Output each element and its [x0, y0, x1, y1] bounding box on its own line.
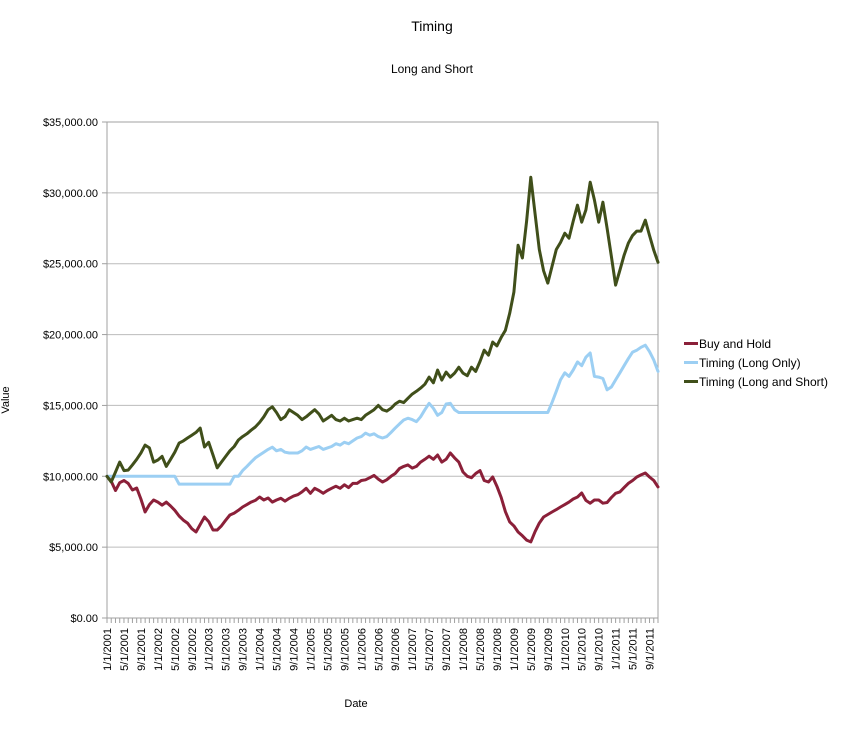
- x-tick-label: 5/1/2005: [322, 628, 334, 671]
- series-line-buy-and-hold: [105, 451, 660, 544]
- x-tick-label: 5/1/2010: [577, 628, 589, 671]
- x-tick-label: 5/1/2009: [526, 628, 538, 671]
- series-line-timing-long-only: [105, 343, 660, 486]
- legend-item-timing-long-only: Timing (Long Only): [684, 353, 828, 372]
- y-tick-label: $15,000.00: [43, 400, 98, 412]
- x-tick-label: 1/1/2011: [611, 628, 623, 670]
- y-tick-label: $20,000.00: [43, 330, 98, 342]
- x-tick-label: 1/1/2004: [255, 628, 267, 671]
- y-tick-label: $30,000.00: [43, 188, 98, 200]
- y-axis-title: Value: [0, 386, 12, 414]
- x-tick-label: 9/1/2004: [288, 628, 300, 671]
- y-tick-label: $25,000.00: [43, 259, 98, 271]
- plot-frame: [106, 121, 659, 619]
- x-tick-label: 1/1/2005: [305, 628, 317, 671]
- x-tick-label: 9/1/2007: [441, 628, 453, 671]
- y-tick-label: $0.00: [70, 613, 98, 625]
- x-tick-label: 5/1/2008: [475, 628, 487, 671]
- x-tick-label: 9/1/2011: [645, 628, 657, 670]
- x-tick-label: 1/1/2009: [509, 628, 521, 671]
- y-tick-label: $5,000.00: [49, 542, 98, 554]
- x-tick-label: 9/1/2003: [238, 628, 250, 671]
- legend-label: Buy and Hold: [699, 336, 772, 351]
- x-tick-label: 1/1/2006: [356, 628, 368, 671]
- x-tick-label: 1/1/2003: [204, 628, 216, 671]
- x-tick-label: 9/1/2009: [543, 628, 555, 671]
- x-tick-label: 9/1/2010: [594, 628, 606, 671]
- legend-item-buy-and-hold: Buy and Hold: [684, 334, 828, 353]
- x-tick-label: 9/1/2002: [187, 628, 199, 671]
- x-tick-label: 5/1/2004: [272, 628, 284, 671]
- x-tick-label: 1/1/2001: [102, 628, 114, 671]
- chart-title: Timing: [411, 18, 453, 34]
- legend-label: Timing (Long and Short): [699, 374, 828, 389]
- x-tick-label: 9/1/2001: [136, 628, 148, 671]
- y-tick-label: $35,000.00: [43, 117, 98, 129]
- x-tick-label: 1/1/2007: [407, 628, 419, 671]
- x-tick-label: 5/1/2002: [170, 628, 182, 671]
- chart-subtitle: Long and Short: [390, 62, 474, 76]
- legend: Buy and Hold Timing (Long Only) Timing (…: [684, 334, 828, 391]
- x-tick-label: 1/1/2002: [153, 628, 165, 671]
- x-tick-label: 5/1/2011: [628, 628, 640, 670]
- x-tick-label: 9/1/2005: [339, 628, 351, 671]
- legend-item-timing-long-and-short: Timing (Long and Short): [684, 372, 828, 391]
- x-tick-label: 5/1/2007: [424, 628, 436, 671]
- legend-label: Timing (Long Only): [699, 355, 801, 370]
- legend-swatch-timing-long-and-short: [684, 380, 698, 383]
- legend-swatch-timing-long-only: [684, 361, 698, 364]
- legend-swatch-buy-and-hold: [684, 342, 698, 345]
- x-tick-label: 9/1/2008: [492, 628, 504, 671]
- x-tick-label: 5/1/2006: [373, 628, 385, 671]
- x-tick-label: 5/1/2003: [221, 628, 233, 671]
- x-tick-label: 5/1/2001: [119, 628, 131, 671]
- series-line-timing-long-and-short: [105, 175, 660, 484]
- y-tick-label: $10,000.00: [43, 471, 98, 483]
- x-tick-label: 1/1/2008: [458, 628, 470, 671]
- x-tick-label: 9/1/2006: [390, 628, 402, 671]
- x-axis-title: Date: [344, 698, 368, 710]
- x-tick-label: 1/1/2010: [560, 628, 572, 671]
